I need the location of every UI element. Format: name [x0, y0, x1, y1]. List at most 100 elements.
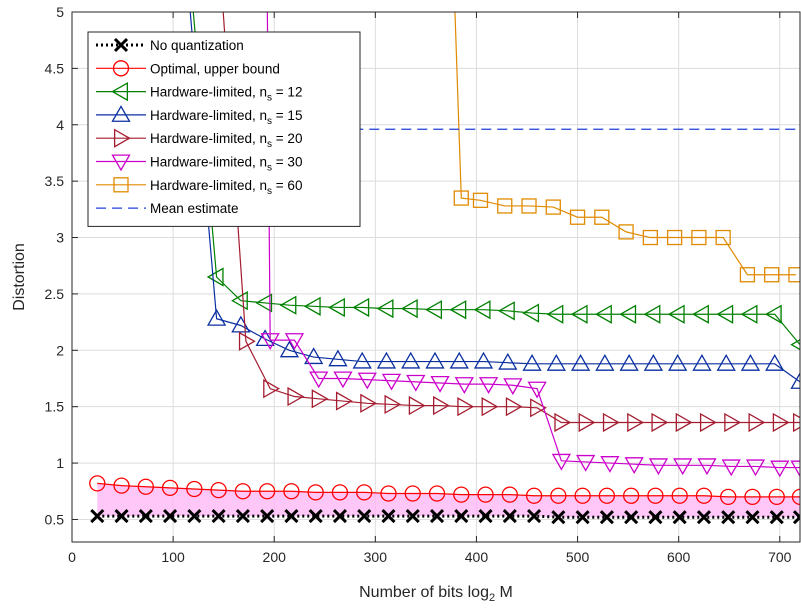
series-3 — [189, 12, 800, 389]
y-tick-label: 1 — [56, 455, 64, 471]
legend-entry: Hardware-limited, ns = 12 — [96, 81, 302, 104]
data-point — [473, 351, 494, 369]
data-point — [453, 190, 469, 206]
data-point — [570, 354, 591, 371]
data-point — [137, 478, 154, 495]
data-point — [404, 485, 421, 502]
series-1 — [89, 475, 800, 506]
data-point — [211, 509, 226, 524]
data-point — [304, 347, 324, 365]
data-point — [648, 510, 663, 525]
data-point — [501, 486, 518, 503]
data-point — [624, 510, 639, 525]
legend-label: Mean estimate — [150, 201, 239, 216]
data-point — [449, 300, 467, 320]
data-point — [666, 229, 683, 246]
data-point — [716, 304, 734, 324]
y-tick-label: 4.5 — [45, 60, 65, 76]
data-point — [478, 377, 499, 394]
series-line — [454, 12, 796, 276]
legend-entry: Mean estimate — [96, 201, 239, 216]
data-point — [235, 509, 250, 524]
data-point — [360, 393, 378, 413]
series-line — [97, 514, 800, 519]
data-point — [594, 209, 610, 225]
data-point — [720, 488, 737, 506]
data-point — [692, 354, 712, 371]
series-line — [192, 12, 800, 346]
data-point — [521, 198, 537, 214]
data-point — [332, 509, 348, 524]
data-point — [505, 397, 523, 417]
data-point — [328, 349, 348, 367]
data-point — [328, 297, 345, 318]
data-point — [595, 304, 612, 324]
data-point — [357, 372, 377, 390]
data-point — [643, 304, 661, 324]
data-point — [675, 412, 693, 433]
data-point — [618, 224, 634, 240]
axes — [71, 11, 801, 543]
data-point — [764, 304, 782, 324]
data-point — [745, 459, 766, 477]
legend-marker — [113, 37, 129, 53]
data-point — [765, 354, 785, 371]
data-point — [333, 371, 353, 389]
data-point — [497, 301, 515, 321]
data-point — [671, 487, 688, 504]
data-point — [90, 509, 105, 524]
data-point — [311, 389, 329, 409]
data-point — [651, 412, 669, 433]
x-tick-label: 300 — [364, 549, 388, 565]
data-point — [642, 229, 659, 246]
data-point — [454, 509, 469, 524]
data-point — [238, 331, 256, 351]
legend: No quantization Optimal, upper bound Hardw… — [87, 31, 361, 227]
legend-marker — [113, 128, 131, 148]
data-point — [739, 267, 756, 283]
x-tick-label: 500 — [566, 549, 590, 565]
data-point — [206, 308, 227, 326]
data-point — [405, 509, 420, 524]
data-point — [210, 481, 227, 499]
data-point — [672, 510, 687, 525]
x-tick-label: 200 — [263, 549, 287, 565]
data-point — [748, 412, 766, 433]
x-tick-label: 100 — [161, 549, 185, 565]
data-point — [551, 453, 571, 471]
y-tick-label: 5 — [56, 4, 64, 20]
y-tick-label: 4 — [56, 117, 64, 133]
data-point — [400, 298, 418, 319]
y-axis-title: Distortion — [11, 243, 28, 311]
data-point — [696, 510, 712, 525]
data-point — [352, 297, 370, 318]
data-point — [527, 381, 547, 399]
data-point — [284, 333, 305, 350]
data-point — [554, 412, 572, 433]
data-point — [598, 487, 616, 504]
data-point — [234, 483, 252, 500]
tick-labels: 0 100 200 300 400 500 600 700 0.5 1 1.5 2 2.5 3 3.5 4 4.… — [45, 4, 792, 565]
legend-marker — [111, 105, 131, 122]
data-point — [163, 509, 178, 524]
data-point — [619, 304, 637, 324]
data-point — [231, 291, 248, 311]
data-point — [740, 304, 758, 324]
y-tick-label: 3 — [56, 230, 64, 246]
data-point — [255, 329, 275, 347]
data-point — [498, 352, 518, 370]
data-point — [790, 339, 800, 351]
data-point — [668, 354, 688, 371]
data-point — [453, 486, 470, 503]
data-point — [648, 458, 669, 476]
data-point — [481, 397, 499, 417]
data-point — [574, 487, 591, 504]
series-2 — [192, 12, 800, 351]
data-point — [502, 509, 517, 524]
data-point — [522, 303, 540, 323]
x-tick-label: 400 — [465, 549, 489, 565]
data-point — [647, 487, 664, 504]
data-point — [569, 209, 586, 225]
data-point — [331, 484, 349, 501]
data-point — [255, 293, 273, 313]
